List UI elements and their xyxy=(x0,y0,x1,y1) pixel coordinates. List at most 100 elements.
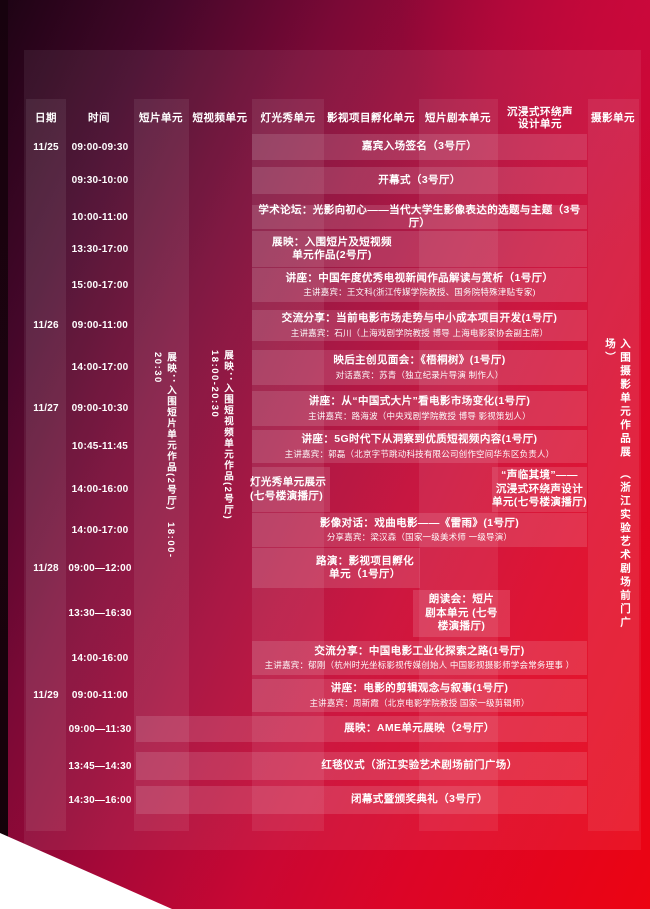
event-title: 学术论坛：光影向初心——当代大学生影像表达的选题与主题（3号厅） xyxy=(258,203,581,230)
event-cell: 讲座：5G时代下从洞察到优质短视频内容(1号厅) 主讲嘉宾：郭磊（北京字节跳动科技… xyxy=(252,430,587,463)
time-cell: 09:00—12:00 xyxy=(68,562,132,574)
schedule-panel xyxy=(24,50,641,850)
event-band xyxy=(252,548,420,588)
event-band xyxy=(413,590,510,637)
event-cell: 展映：入围短片及短视频 单元作品(2号厅) xyxy=(252,231,412,267)
event-band xyxy=(252,310,587,341)
event-cell: 嘉宾入场签名（3号厅） xyxy=(252,134,587,160)
time-cell: 13:30—16:30 xyxy=(68,608,132,619)
event-speaker: 主讲嘉宾：郭磊（北京字节跳动科技有限公司创作空间华东区负责人） xyxy=(284,448,555,459)
event-band xyxy=(252,641,587,675)
event-title: 讲座：5G时代下从洞察到优质短视频内容(1号厅) xyxy=(301,433,538,445)
event-band xyxy=(492,467,587,512)
event-cell: 红毯仪式（浙江实验艺术剧场前门广场） xyxy=(252,752,587,780)
event-band xyxy=(252,350,587,385)
event-band xyxy=(252,167,587,194)
header-cell: 短片单元 xyxy=(139,111,183,124)
event-speaker: 分享嘉宾：梁汉森（国家一级美术师 一级导演） xyxy=(326,532,513,542)
event-band xyxy=(252,430,587,463)
header-cell: 短视频单元 xyxy=(192,111,248,124)
event-title: 朗读会：短片 剧本单元 (七号 楼演播厅) xyxy=(425,593,498,633)
event-title: 闭幕式暨颁奖典礼（3号厅） xyxy=(350,793,489,806)
time-cell: 09:00—11:30 xyxy=(68,723,132,735)
event-band xyxy=(136,752,587,780)
event-cell: 展映：AME单元展映（2号厅） xyxy=(252,716,587,742)
vertical-note: 展映：入围短片单元作品(2号厅) 18:00-20:30 xyxy=(152,352,176,559)
event-band xyxy=(252,231,587,267)
event-title: 开幕式（3号厅） xyxy=(378,173,461,186)
time-cell: 14:00-16:00 xyxy=(71,484,129,495)
event-title: 讲座：中国年度优秀电视新闻作品解读与赏析（1号厅） xyxy=(285,271,554,284)
event-title: “声临其境”—— 沉浸式环绕声设计 单元(七号楼演播厅) xyxy=(492,469,587,509)
event-speaker: 主讲嘉宾：石川（上海戏剧学院教授 博导 上海电影家协会副主席） xyxy=(290,327,549,338)
event-band xyxy=(252,205,587,229)
date-cell: 11/27 xyxy=(33,403,59,414)
event-speaker: 主讲嘉宾：周新霞（北京电影学院教授 国家一级剪辑师） xyxy=(309,697,530,708)
event-speaker: 对话嘉宾：苏青（独立纪录片导演 制作人） xyxy=(335,369,504,380)
time-cell: 10:45-11:45 xyxy=(71,441,129,452)
column-tint xyxy=(134,99,189,831)
event-band xyxy=(252,134,587,160)
column-tint xyxy=(252,99,324,831)
event-title: 红毯仪式（浙江实验艺术剧场前门广场） xyxy=(321,759,518,772)
event-cell: 讲座：电影的剪辑观念与叙事(1号厅) 主讲嘉宾：周新霞（北京电影学院教授 国家一级… xyxy=(252,679,587,712)
event-band xyxy=(252,513,587,547)
date-cell: 11/28 xyxy=(33,562,59,574)
time-cell: 14:00-17:00 xyxy=(71,362,129,373)
event-cell: 学术论坛：光影向初心——当代大学生影像表达的选题与主题（3号厅） xyxy=(252,203,587,230)
event-cell: 讲座：中国年度优秀电视新闻作品解读与赏析（1号厅） 主讲嘉宾：王文科(浙江传媒学院… xyxy=(252,268,587,302)
event-title: 讲座：电影的剪辑观念与叙事(1号厅) xyxy=(330,682,509,694)
time-cell: 14:00-16:00 xyxy=(71,652,129,664)
column-tint xyxy=(419,99,498,831)
header-cell: 时间 xyxy=(88,111,110,124)
time-cell: 14:00-17:00 xyxy=(71,524,129,536)
event-cell: 映后主创见面会：《梧桐树》(1号厅) 对话嘉宾：苏青（独立纪录片导演 制作人） xyxy=(252,350,587,385)
event-cell: 交流分享：当前电影市场走势与中小成本项目开发(1号厅) 主讲嘉宾：石川（上海戏剧学… xyxy=(252,310,587,341)
header-cell: 灯光秀单元 xyxy=(260,111,316,124)
event-cell: 影像对话：戏曲电影——《雷雨》(1号厅) 分享嘉宾：梁汉森（国家一级美术师 一级导… xyxy=(252,513,587,547)
event-title: 展映：AME单元展映（2号厅） xyxy=(344,722,495,735)
event-band xyxy=(252,679,587,712)
event-title: 路演：影视项目孵化 单元（1号厅） xyxy=(315,554,415,581)
event-speaker: 主讲嘉宾：王文科(浙江传媒学院教授、国务院特殊津贴专家) xyxy=(303,287,536,297)
event-title: 讲座：从“中国式大片”看电影市场变化(1号厅) xyxy=(308,395,531,407)
date-cell: 11/29 xyxy=(33,690,59,701)
date-cell: 11/25 xyxy=(33,141,59,153)
event-title: 展映：入围短片及短视频 单元作品(2号厅) xyxy=(272,235,392,262)
event-cell: 交流分享：中国电影工业化探索之路(1号厅) 主讲嘉宾：郁刚（杭州时光坐标影视传媒创… xyxy=(252,641,587,675)
time-cell: 09:00-11:00 xyxy=(71,320,129,331)
time-cell: 09:30-10:00 xyxy=(71,175,129,186)
event-band xyxy=(136,716,587,742)
event-speaker: 主讲嘉宾：路海波（中央戏剧学院教授 博导 影视策划人） xyxy=(308,410,531,421)
vertical-note: 入围摄影单元作品展 （浙江实验艺术剧场前门广场） xyxy=(604,338,631,630)
time-cell: 10:00-11:00 xyxy=(71,211,129,223)
time-cell: 09:00-10:30 xyxy=(71,403,129,414)
time-cell: 14:30—16:00 xyxy=(68,794,132,806)
event-cell: 路演：影视项目孵化 单元（1号厅） xyxy=(300,548,430,588)
event-band xyxy=(252,467,330,512)
event-title: 嘉宾入场签名（3号厅） xyxy=(361,140,478,153)
header-cell: 影视项目孵化单元 xyxy=(327,111,415,124)
event-title: 交流分享：中国电影工业化探索之路(1号厅) xyxy=(314,644,525,657)
header-cell: 摄影单元 xyxy=(591,111,635,124)
time-cell: 09:00-09:30 xyxy=(71,141,129,153)
event-cell: 讲座：从“中国式大片”看电影市场变化(1号厅) 主讲嘉宾：路海波（中央戏剧学院教授… xyxy=(252,391,587,426)
event-cell: “声临其境”—— 沉浸式环绕声设计 单元(七号楼演播厅) xyxy=(492,467,587,512)
event-cell: 开幕式（3号厅） xyxy=(252,167,587,194)
column-tint xyxy=(588,99,639,831)
date-cell: 11/26 xyxy=(33,320,59,331)
time-cell: 09:00-11:00 xyxy=(71,690,129,701)
time-cell: 15:00-17:00 xyxy=(71,279,129,291)
header-cell: 日期 xyxy=(35,111,57,124)
event-title: 交流分享：当前电影市场走势与中小成本项目开发(1号厅) xyxy=(281,312,558,324)
time-cell: 13:45—14:30 xyxy=(68,760,132,772)
event-band xyxy=(136,786,587,814)
header-cell: 沉浸式环绕声 设计单元 xyxy=(507,105,573,131)
column-tint xyxy=(26,99,66,831)
event-band xyxy=(252,268,587,302)
event-title: 映后主创见面会：《梧桐树》(1号厅) xyxy=(333,354,506,366)
event-cell: 灯光秀单元展示 (七号楼演播厅) xyxy=(250,467,332,512)
header-cell: 短片剧本单元 xyxy=(425,111,491,124)
event-cell: 闭幕式暨颁奖典礼（3号厅） xyxy=(252,786,587,814)
